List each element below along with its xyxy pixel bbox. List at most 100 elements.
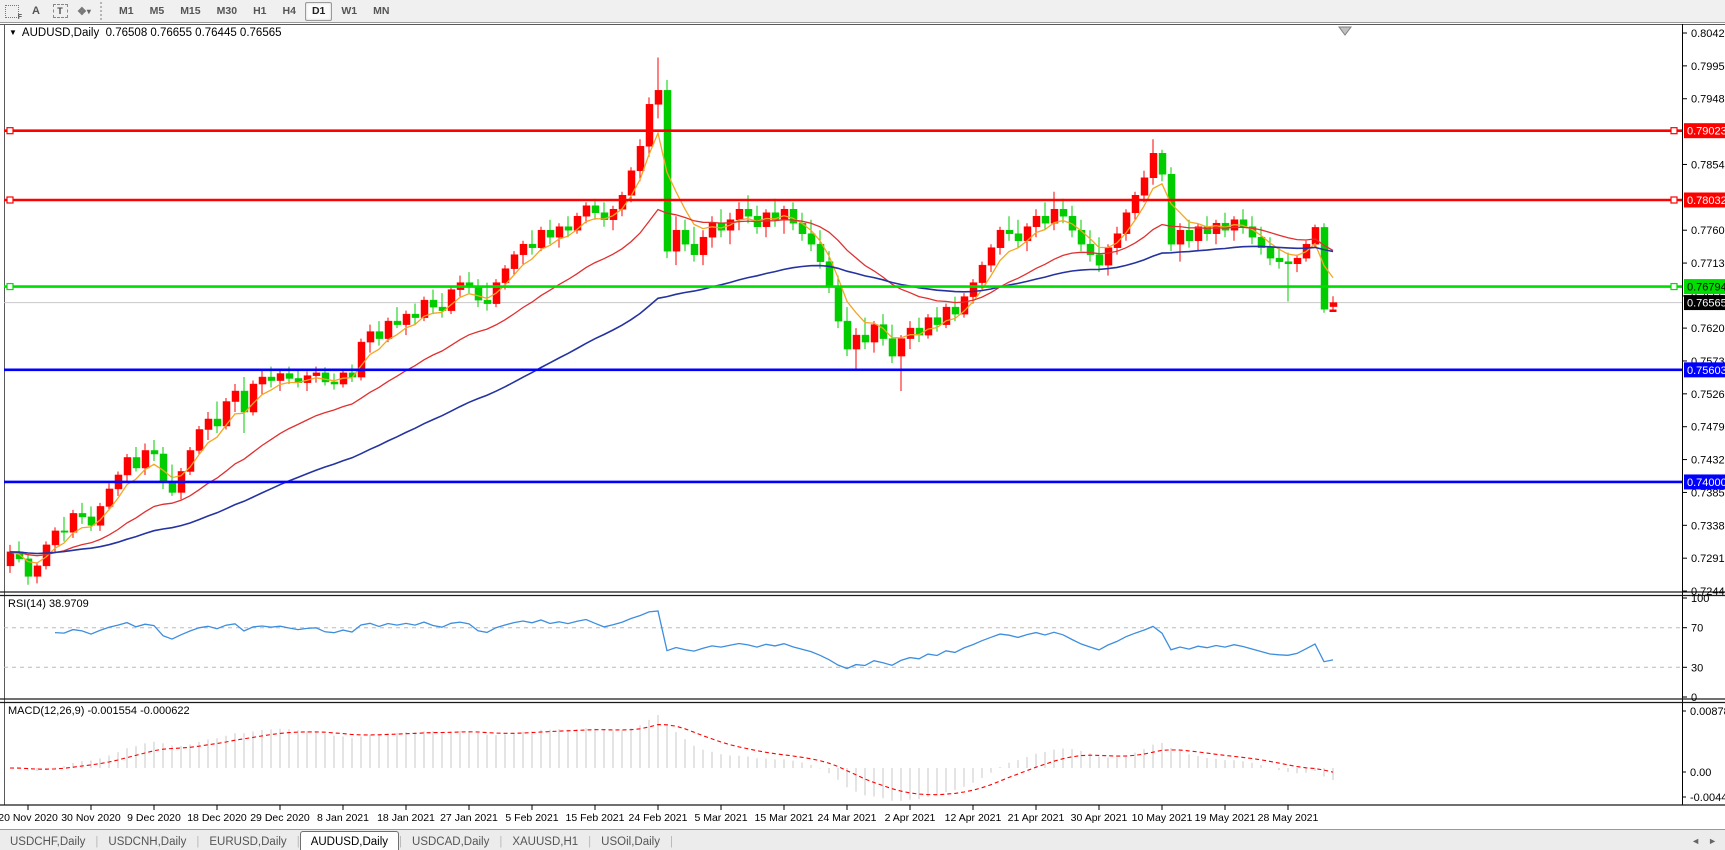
toolbar: F A T ❖ ▾ M1 M5 M15 M30 H1 H4 D1 W1 MN: [0, 0, 1725, 23]
rsi-axis-label: 30: [1691, 662, 1703, 674]
candle-body: [1257, 236, 1266, 248]
timeframe-button-M1[interactable]: M1: [119, 4, 134, 17]
level-line-handle[interactable]: [6, 196, 14, 204]
candle-body: [897, 338, 906, 357]
date-label: 19 May 2021: [1195, 812, 1256, 824]
label-tool-icon[interactable]: A: [32, 5, 40, 17]
date-label: 28 May 2021: [1258, 812, 1319, 824]
candle-body: [51, 530, 60, 546]
candle-body: [978, 264, 987, 283]
level-line-handle[interactable]: [1670, 282, 1678, 291]
timeframe-button-MN[interactable]: MN: [373, 4, 390, 17]
candle-body: [591, 205, 600, 213]
level-line-handle[interactable]: [6, 127, 14, 135]
timeframe-button-M5[interactable]: M5: [149, 4, 165, 17]
candle-body: [213, 418, 222, 427]
tab-separator: |: [588, 836, 592, 848]
candle-body: [285, 373, 294, 379]
candle-body: [870, 324, 879, 343]
candle-body: [1275, 257, 1284, 262]
timeframe-button-W1[interactable]: W1: [341, 4, 358, 17]
candles-layer: [6, 57, 1338, 585]
level-line-handle[interactable]: [6, 282, 14, 291]
chart-menu-icon[interactable]: ▼: [9, 28, 17, 37]
timeframe-button-M30[interactable]: M30: [216, 4, 238, 17]
candle-body: [654, 90, 663, 105]
candle-body: [537, 229, 546, 248]
candle-body: [258, 376, 267, 385]
date-label: 24 Feb 2021: [629, 812, 688, 824]
candle-body: [942, 306, 951, 325]
candle-body: [1293, 257, 1302, 265]
level-line-handle[interactable]: [1670, 196, 1678, 204]
level-0.78032-badge-label: 0.78032: [1687, 195, 1725, 207]
timeframe-button-D1[interactable]: D1: [304, 1, 333, 21]
date-label: 18 Jan 2021: [377, 812, 435, 824]
candle-body: [132, 457, 141, 469]
candle-body: [960, 296, 969, 315]
rsi-axis-label: 100: [1691, 593, 1709, 605]
candle-body: [429, 299, 438, 308]
timeframe-button-H1[interactable]: H1: [253, 4, 267, 17]
tab-usdchf-daily[interactable]: USDCHF,Daily: [10, 836, 86, 848]
candle-body: [78, 513, 87, 518]
timeframe-button-M15[interactable]: M15: [180, 4, 201, 17]
date-label: 8 Jan 2021: [317, 812, 369, 824]
candle-body: [933, 317, 942, 325]
level-0.74000-badge: [1684, 474, 1725, 490]
toolbar-separator: [100, 2, 107, 20]
frame-tool-icon[interactable]: F: [1, 2, 23, 21]
text-tool-icon[interactable]: T: [49, 2, 71, 20]
tab-eurusd-daily[interactable]: EURUSD,Daily: [209, 836, 287, 848]
candle-body: [1041, 215, 1050, 224]
tab-usdcad-daily[interactable]: USDCAD,Daily: [412, 836, 490, 848]
candle-body: [1086, 243, 1095, 255]
price-tick-label: 0.72440: [1691, 586, 1725, 598]
candle-body: [1005, 229, 1014, 234]
tab-scroll-left-icon[interactable]: ◄: [1691, 835, 1701, 846]
draw-objects-icon[interactable]: ❖ ▾: [77, 5, 91, 18]
candle-body: [690, 243, 699, 255]
candle-body: [555, 226, 564, 238]
candle-body: [609, 208, 618, 220]
candle-body: [474, 285, 483, 301]
candle-body: [969, 282, 978, 297]
candle-body: [447, 289, 456, 311]
macd-signal-line: [9, 724, 1334, 796]
candle-body: [402, 313, 411, 325]
candle-body: [636, 146, 645, 172]
rsi-axis-label: 70: [1691, 623, 1703, 635]
candle-body: [861, 334, 870, 343]
candle-body: [546, 229, 555, 238]
level-line-handle[interactable]: [1670, 127, 1678, 135]
candle-body: [951, 306, 960, 315]
timeframe-button-H4[interactable]: H4: [282, 4, 296, 17]
candle-body: [195, 429, 204, 451]
candle-body: [987, 247, 996, 266]
tab-usoil-daily[interactable]: USOil,Daily: [601, 836, 660, 848]
candle-body: [510, 254, 519, 269]
tab-audusd-daily[interactable]: AUDUSD,Daily: [299, 831, 400, 850]
candle-body: [483, 299, 492, 304]
candle-body: [1185, 229, 1194, 241]
candle-body: [663, 90, 672, 252]
candle-body: [735, 208, 744, 220]
right-shift-marker-icon[interactable]: [1338, 26, 1352, 36]
tab-usdcnh-daily[interactable]: USDCNH,Daily: [108, 836, 187, 848]
rsi-indicator-label: RSI(14) 38.9709: [8, 598, 89, 610]
level-0.78032-badge: [1684, 192, 1725, 208]
tab-scroll-right-icon[interactable]: ►: [1708, 835, 1717, 846]
candle-body: [582, 205, 591, 217]
candle-body: [1329, 302, 1338, 307]
tab-separator: |: [95, 836, 99, 848]
candle-body: [1158, 153, 1167, 175]
tab-xauusd-h1[interactable]: XAUUSD,H1: [512, 836, 579, 848]
candle-body: [384, 320, 393, 339]
